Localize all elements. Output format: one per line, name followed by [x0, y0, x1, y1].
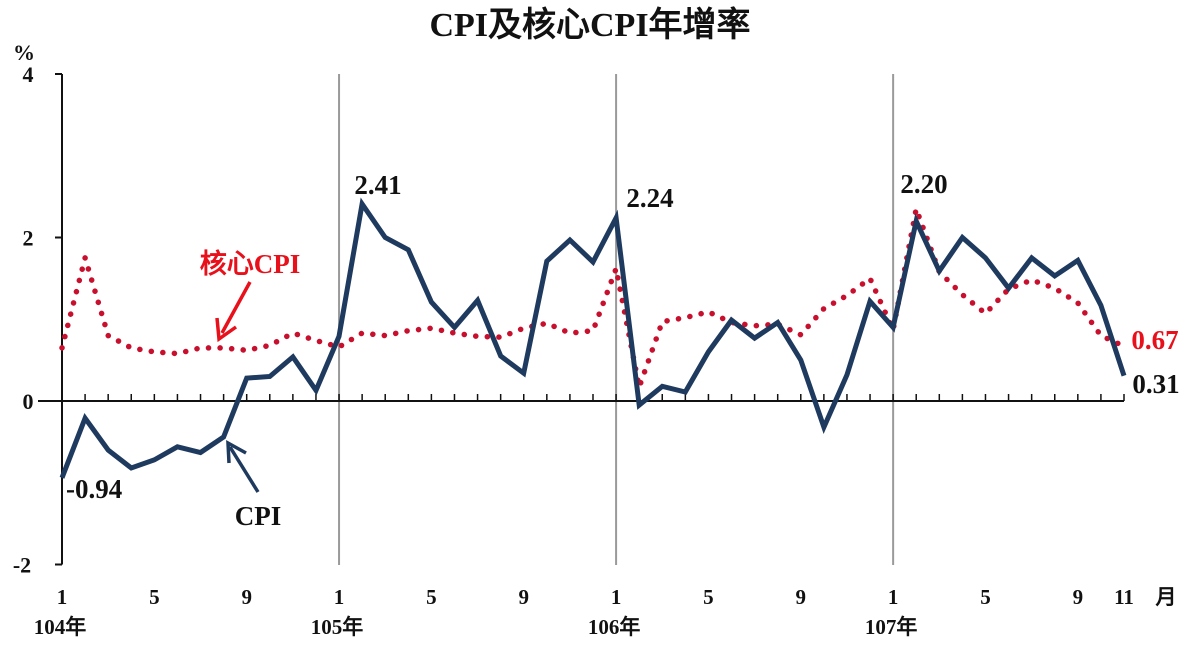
x-tick-label: 1 [611, 585, 622, 609]
cpi-callout-label: CPI [235, 501, 282, 531]
core-cpi-arrow-head-icon [215, 317, 238, 343]
y-unit-label: % [13, 40, 35, 65]
axes [38, 74, 1125, 565]
core-cpi-callout: 核心CPI [200, 248, 301, 343]
core-cpi-line [59, 206, 1127, 390]
x-unit-label: 月 [1155, 585, 1177, 609]
core-cpi-arrow [220, 281, 252, 334]
x-axis-ticks: 1 5 9 1 5 9 1 5 9 1 5 9 11 [57, 585, 1134, 609]
x-tick-label: 1 [888, 585, 899, 609]
x-tick-label: 9 [796, 585, 807, 609]
year-label: 104年 [34, 615, 87, 639]
data-label: 0.31 [1132, 369, 1179, 399]
year-label: 106年 [588, 615, 641, 639]
y-tick-label: -2 [13, 553, 31, 578]
year-label: 105年 [311, 615, 364, 639]
x-tick-label: 11 [1114, 585, 1134, 609]
x-tick-label: 5 [980, 585, 991, 609]
x-tick-label: 5 [426, 585, 437, 609]
data-label: 2.41 [354, 170, 401, 200]
y-tick-label: 0 [23, 389, 34, 414]
y-tick-label: 4 [23, 62, 34, 87]
x-tick-label: 9 [241, 585, 252, 609]
y-tick-label: 2 [23, 226, 34, 251]
data-label: 0.67 [1131, 325, 1178, 355]
core-cpi-series [59, 206, 1127, 390]
core-cpi-callout-label: 核心CPI [200, 248, 301, 279]
x-tick-label: 9 [518, 585, 529, 609]
x-tick-label: 9 [1073, 585, 1084, 609]
cpi-arrow-head-icon [226, 439, 247, 464]
year-label: 107年 [865, 615, 918, 639]
cpi-callout: CPI [226, 439, 282, 531]
data-annotations: -0.94 2.41 2.24 2.20 0.31 0.67 [66, 169, 1180, 504]
x-tick-label: 1 [57, 585, 68, 609]
cpi-arrow [228, 446, 260, 493]
chart-title: CPI及核心CPI年增率 [429, 6, 750, 44]
data-label: -0.94 [66, 474, 122, 504]
year-labels: 104年 105年 106年 107年 [34, 615, 918, 639]
x-tick-label: 5 [703, 585, 714, 609]
year-dividers [338, 74, 895, 565]
data-label: 2.20 [900, 169, 947, 199]
y-axis-ticks: 4 2 0 -2 [13, 62, 62, 578]
x-tick-label: 5 [149, 585, 160, 609]
data-label: 2.24 [626, 183, 673, 213]
x-tick-label: 1 [334, 585, 345, 609]
cpi-line [59, 197, 1127, 479]
cpi-series [59, 197, 1127, 479]
